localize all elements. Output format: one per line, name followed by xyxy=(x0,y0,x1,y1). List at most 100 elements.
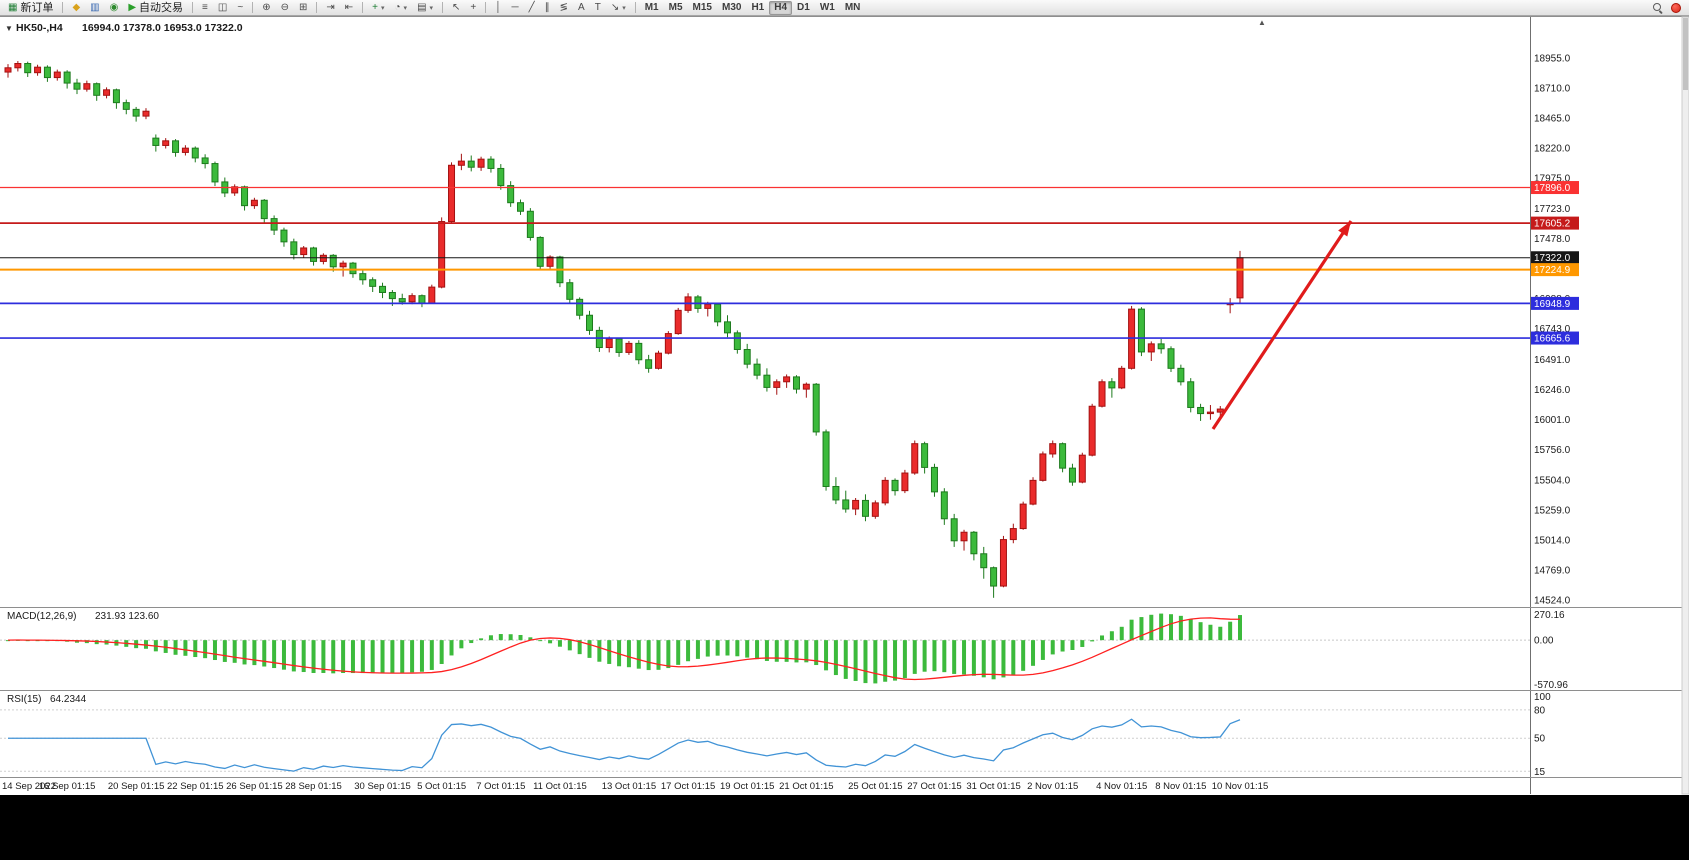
time-axis-label: 30 Sep 01:15 xyxy=(354,781,411,792)
time-axis-label: 8 Nov 01:15 xyxy=(1155,781,1206,792)
timeframe-h1-button[interactable]: H1 xyxy=(746,1,769,15)
bar-chart-button[interactable]: ≡ xyxy=(197,1,213,15)
candle-body xyxy=(1118,367,1126,389)
candle-body xyxy=(861,499,869,517)
candle-body xyxy=(871,502,879,517)
auto-scroll-button[interactable]: ⇥ xyxy=(321,1,339,15)
alerts-button[interactable]: ◆ xyxy=(67,1,85,15)
time-axis-label: 14 Sep 2022 xyxy=(2,781,56,792)
candle-body xyxy=(507,185,515,204)
equidistant-channel-button[interactable]: ∥ xyxy=(540,1,555,15)
macd-histogram-bar xyxy=(755,640,760,660)
auto-trading-icon: ▶ xyxy=(128,1,137,13)
macd-histogram-bar xyxy=(1119,626,1124,641)
macd-histogram-bar xyxy=(479,638,484,641)
candle-body xyxy=(132,108,140,117)
chart-collapse-icon[interactable]: ▼ xyxy=(5,24,13,33)
candle-body xyxy=(842,499,850,510)
price-axis-label: 15259.0 xyxy=(1534,506,1571,517)
macd-histogram-bar xyxy=(380,640,385,674)
text-label-icon: T xyxy=(594,1,601,13)
price-axis-label: 17975.0 xyxy=(1534,173,1571,184)
text-icon: A xyxy=(578,1,585,13)
candle-body xyxy=(517,202,525,212)
rsi-axis-label: 80 xyxy=(1534,705,1546,716)
vertical-line-button[interactable]: │ xyxy=(490,1,506,15)
cursor-button[interactable]: ↖ xyxy=(447,1,465,15)
macd-histogram-bar xyxy=(745,640,750,658)
trendline-icon: ╱ xyxy=(528,1,535,13)
candle-body xyxy=(1039,453,1047,481)
macd-histogram-bar xyxy=(597,640,602,662)
macd-histogram-bar xyxy=(646,640,651,671)
timeframe-h4-button[interactable]: H4 xyxy=(769,0,793,15)
candle-body xyxy=(999,539,1007,587)
horizontal-line-button[interactable]: ─ xyxy=(507,1,524,15)
candle-body xyxy=(970,531,978,555)
macd-histogram-bar xyxy=(538,640,543,642)
macd-histogram-bar xyxy=(1169,614,1174,641)
macd-histogram-bar xyxy=(311,640,316,673)
candle-body xyxy=(418,295,426,304)
arrows-button[interactable]: ↘ ▾ xyxy=(606,1,631,15)
price-axis-label: 16491.0 xyxy=(1534,355,1571,366)
macd-histogram-bar xyxy=(439,640,444,664)
timeframe-m30-button[interactable]: M30 xyxy=(717,1,746,15)
toolbar-separator xyxy=(362,2,364,13)
macd-histogram-bar xyxy=(626,640,631,668)
line-chart-button[interactable]: ~ xyxy=(232,1,248,15)
time-axis-label: 21 Oct 01:15 xyxy=(779,781,833,792)
macd-histogram-bar xyxy=(824,640,829,671)
tile-windows-button[interactable]: ⊞ xyxy=(294,1,312,15)
crosshair-button[interactable]: + xyxy=(465,1,481,15)
notification-icon[interactable] xyxy=(1671,2,1681,13)
search-icon[interactable] xyxy=(1652,2,1663,13)
candle-body xyxy=(930,466,938,493)
candle-body xyxy=(940,491,948,520)
candle-body xyxy=(448,164,456,223)
new-order-button[interactable]: ▦ 新订单 xyxy=(3,1,58,15)
navigator-button[interactable]: ◉ xyxy=(105,1,124,15)
candle-body xyxy=(733,332,741,350)
trend-arrow-annotation[interactable] xyxy=(1211,220,1353,430)
zoom-out-button[interactable]: ⊖ xyxy=(276,1,294,15)
chart-shift-button[interactable]: ⇤ xyxy=(340,1,358,15)
vertical-scrollbar-thumb[interactable] xyxy=(1683,18,1688,90)
periods-button[interactable]: ◔ ▾ xyxy=(390,1,413,15)
candle-body xyxy=(14,63,22,69)
macd-histogram-bar xyxy=(794,640,799,663)
macd-histogram-bar xyxy=(183,640,188,656)
time-axis-label: 16 Sep 01:15 xyxy=(39,781,96,792)
macd-histogram-bar xyxy=(656,640,661,670)
macd-histogram-bar xyxy=(252,640,257,666)
macd-histogram-bar xyxy=(528,637,533,641)
chart-shift-marker[interactable]: ▲ xyxy=(1258,18,1266,27)
timeframe-d1-button[interactable]: D1 xyxy=(792,1,815,15)
timeframe-m15-button[interactable]: M15 xyxy=(688,1,717,15)
candlestick-chart-button[interactable]: ◫ xyxy=(213,1,232,15)
candle-body xyxy=(891,479,899,492)
text-label-button[interactable]: T xyxy=(590,1,606,15)
zoom-in-button[interactable]: ⊕ xyxy=(257,1,275,15)
macd-histogram-bar xyxy=(1100,635,1105,641)
vertical-scrollbar-track[interactable] xyxy=(1681,16,1689,795)
fibonacci-button[interactable]: ≶ xyxy=(555,1,573,15)
indicators-button[interactable]: + ▾ xyxy=(367,1,389,15)
candle-body xyxy=(250,199,258,207)
candle-body xyxy=(201,157,209,165)
timeframe-w1-button[interactable]: W1 xyxy=(815,1,840,15)
time-axis-label: 19 Oct 01:15 xyxy=(720,781,774,792)
market-watch-button[interactable]: ▥ xyxy=(85,1,104,15)
support-line-17224-badge xyxy=(1531,263,1579,277)
time-axis-label: 4 Nov 01:15 xyxy=(1096,781,1147,792)
timeframe-m1-button[interactable]: M1 xyxy=(640,1,664,15)
timeframe-mn-button[interactable]: MN xyxy=(840,1,866,15)
macd-histogram-bar xyxy=(350,640,355,674)
candle-body xyxy=(723,321,731,334)
trendline-button[interactable]: ╱ xyxy=(524,1,540,15)
templates-button[interactable]: ▤ ▾ xyxy=(412,1,438,15)
auto-trading-button[interactable]: ▶ 自动交易 xyxy=(123,1,188,15)
text-button[interactable]: A xyxy=(573,1,590,15)
timeframe-m5-button[interactable]: M5 xyxy=(664,1,688,15)
